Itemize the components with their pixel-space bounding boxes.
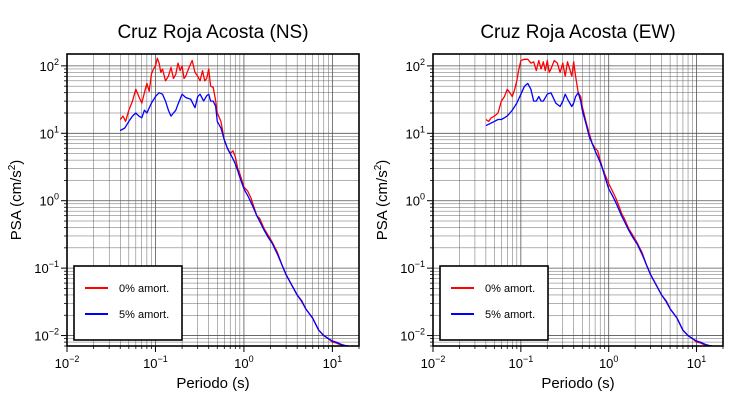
y-tick-label: 10−1 [400, 259, 425, 276]
x-axis-label: Periodo (s) [541, 375, 614, 392]
y-tick-label: 102 [40, 57, 59, 74]
x-tick-label: 10−2 [421, 354, 446, 371]
y-axis-label: PSA (cm/s2) [373, 160, 391, 241]
chart-title: Cruz Roja Acosta (NS) [117, 22, 308, 43]
legend-label-1: 5% amort. [119, 309, 169, 321]
series-line-1 [485, 82, 713, 346]
x-tick-label: 100 [599, 354, 618, 371]
legend-box [73, 265, 183, 341]
y-tick-label: 100 [406, 192, 425, 209]
y-tick-label: 101 [406, 124, 425, 141]
plot-frame [432, 53, 724, 347]
y-tick-label: 100 [40, 192, 59, 209]
x-tick-label: 101 [687, 354, 706, 371]
chart-title: Cruz Roja Acosta (EW) [480, 22, 675, 43]
y-tick-label: 10−1 [34, 259, 59, 276]
legend: 0% amort. 5% amort. [73, 265, 183, 341]
legend-label-0: 0% amort. [485, 283, 535, 295]
chart-0: Cruz Roja Acosta (NS) 10−2 10−1 100 101 10−2 1… [7, 22, 360, 392]
y-axis-label: PSA (cm/s2) [7, 160, 25, 241]
plot-frame [66, 53, 360, 347]
series-line-1 [119, 92, 348, 346]
x-tick-label: 100 [234, 354, 253, 371]
series-group [485, 58, 713, 346]
legend-label-0: 0% amort. [119, 283, 169, 295]
series-group [119, 57, 348, 346]
legend-box [439, 265, 549, 341]
legend-label-1: 5% amort. [485, 309, 535, 321]
y-tick-label: 101 [40, 124, 59, 141]
y-tick-label: 10−2 [34, 327, 59, 344]
y-tick-label: 10−2 [400, 327, 425, 344]
chart-1: Cruz Roja Acosta (EW) 10−2 10−1 100 101 10−2 1… [373, 22, 724, 392]
x-tick-label: 10−2 [55, 354, 80, 371]
y-tick-label: 102 [406, 57, 425, 74]
x-tick-label: 10−1 [508, 354, 533, 371]
x-tick-label: 101 [323, 354, 342, 371]
legend: 0% amort. 5% amort. [439, 265, 549, 341]
x-axis-label: Periodo (s) [176, 375, 249, 392]
x-tick-label: 10−1 [143, 354, 168, 371]
